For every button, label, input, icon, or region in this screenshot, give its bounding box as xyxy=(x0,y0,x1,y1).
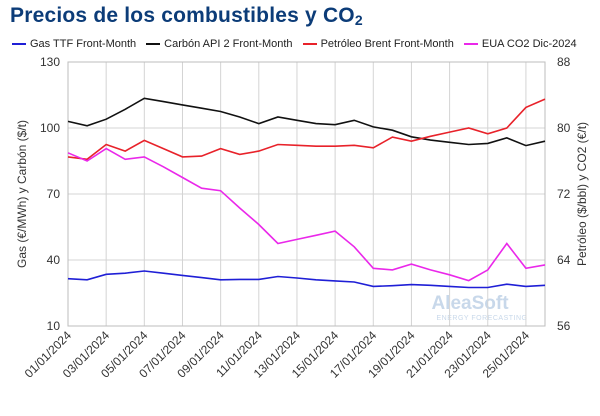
legend-label: Gas TTF Front-Month xyxy=(30,38,137,50)
legend: Gas TTF Front-Month Carbón API 2 Front-Mo… xyxy=(12,36,587,50)
legend-swatch xyxy=(463,43,478,45)
y-right-tick-label: 88 xyxy=(557,55,571,69)
y-right-tick-label: 72 xyxy=(557,187,571,201)
y-left-tick-label: 10 xyxy=(47,319,61,333)
logo-tagline: ENERGY FORECASTING xyxy=(437,315,528,322)
plot-area xyxy=(67,61,546,327)
legend-label: EUA CO2 Dic-2024 xyxy=(481,38,577,50)
chart-title: Precios de los combustibles y CO2 xyxy=(10,4,363,28)
y-left-tick-label: 130 xyxy=(40,55,60,69)
series-line-carbon-api-2-front-month xyxy=(67,97,546,147)
legend-item: Petróleo Brent Front-Month xyxy=(302,38,454,50)
legend-item: Gas TTF Front-Month xyxy=(12,38,136,50)
y-left-axis-label: Gas (€/MWh) y Carbón ($/t) xyxy=(15,120,29,268)
y-right-tick-label: 80 xyxy=(557,121,571,135)
y-left-tick-label: 40 xyxy=(47,253,61,267)
legend-swatch xyxy=(302,43,317,45)
y-left-tick-label: 70 xyxy=(47,187,61,201)
legend-label: Carbón API 2 Front-Month xyxy=(164,38,293,50)
legend-item: EUA CO2 Dic-2024 xyxy=(463,38,577,50)
series-line-eua-co2-dic-2024 xyxy=(67,147,546,282)
series-line-petroleo-brent-front-month xyxy=(67,98,546,161)
series-line-gas-ttf-front-month xyxy=(67,270,546,289)
logo-name: AleaSoft xyxy=(431,293,509,314)
y-right-tick-label: 64 xyxy=(557,253,571,267)
y-left-tick-label: 100 xyxy=(40,121,60,135)
legend-swatch xyxy=(12,43,26,45)
legend-item: Carbón API 2 Front-Month xyxy=(146,38,293,50)
y-right-tick-label: 56 xyxy=(557,319,571,333)
legend-label: Petróleo Brent Front-Month xyxy=(320,38,454,50)
legend-swatch xyxy=(146,43,161,45)
y-right-axis-label: Petróleo ($/bbl) y CO2 (€/t) xyxy=(575,122,589,266)
